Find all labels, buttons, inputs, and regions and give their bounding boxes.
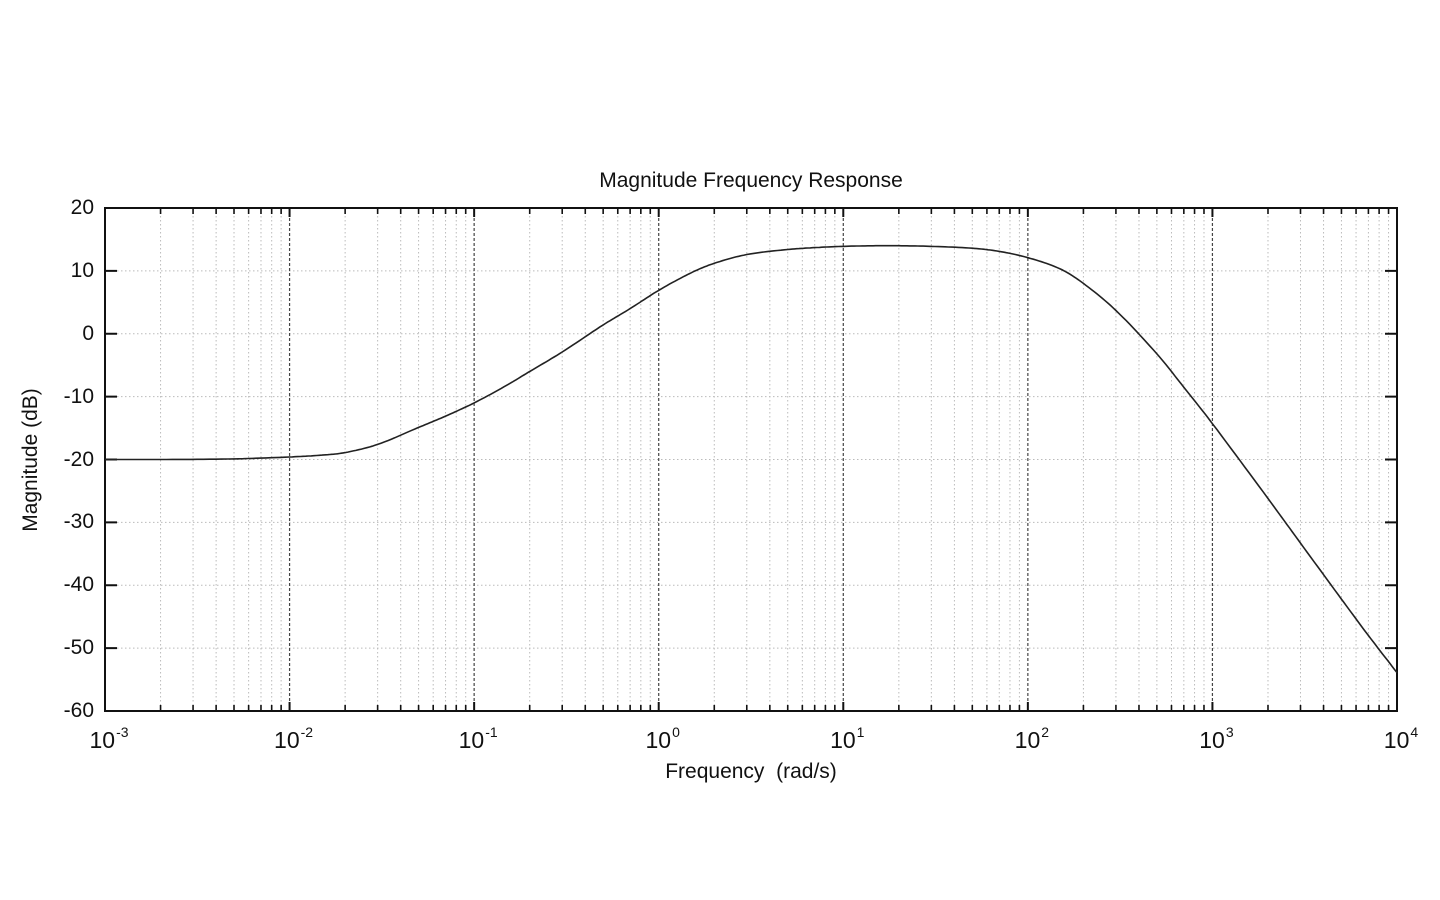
y-tick-label: -50 [63,636,94,660]
x-tick-label: 10-2 [274,724,314,753]
y-tick-label: 0 [82,321,94,345]
x-tick-label: 104 [1383,724,1419,753]
y-tick-label: -10 [63,384,94,408]
y-tick-label: -20 [63,447,94,471]
minor-grid [105,208,1397,711]
x-tick-label: 100 [645,724,680,753]
y-axis-label: Magnitude (dB) [19,388,42,532]
magnitude-curve [105,244,1398,674]
plot-area-frame [104,207,1398,712]
x-tick-label: 102 [1014,724,1050,753]
x-tick-label: 103 [1199,724,1234,753]
x-axis-label: Frequency (rad/s) [665,760,837,783]
y-tick-label: -60 [63,699,94,722]
major-grid [288,208,1214,711]
x-tick-label: 10-1 [458,724,498,753]
y-tick-label: 10 [70,258,94,282]
x-tick-label: 10-3 [89,724,129,753]
y-tick-label: -30 [63,510,94,534]
x-tick-label: 101 [830,724,865,753]
y-tick-label: 20 [70,196,94,219]
chart-title: Magnitude Frequency Response [599,169,903,192]
y-tick-label: -40 [63,573,94,597]
axis-ticks [104,207,1397,712]
